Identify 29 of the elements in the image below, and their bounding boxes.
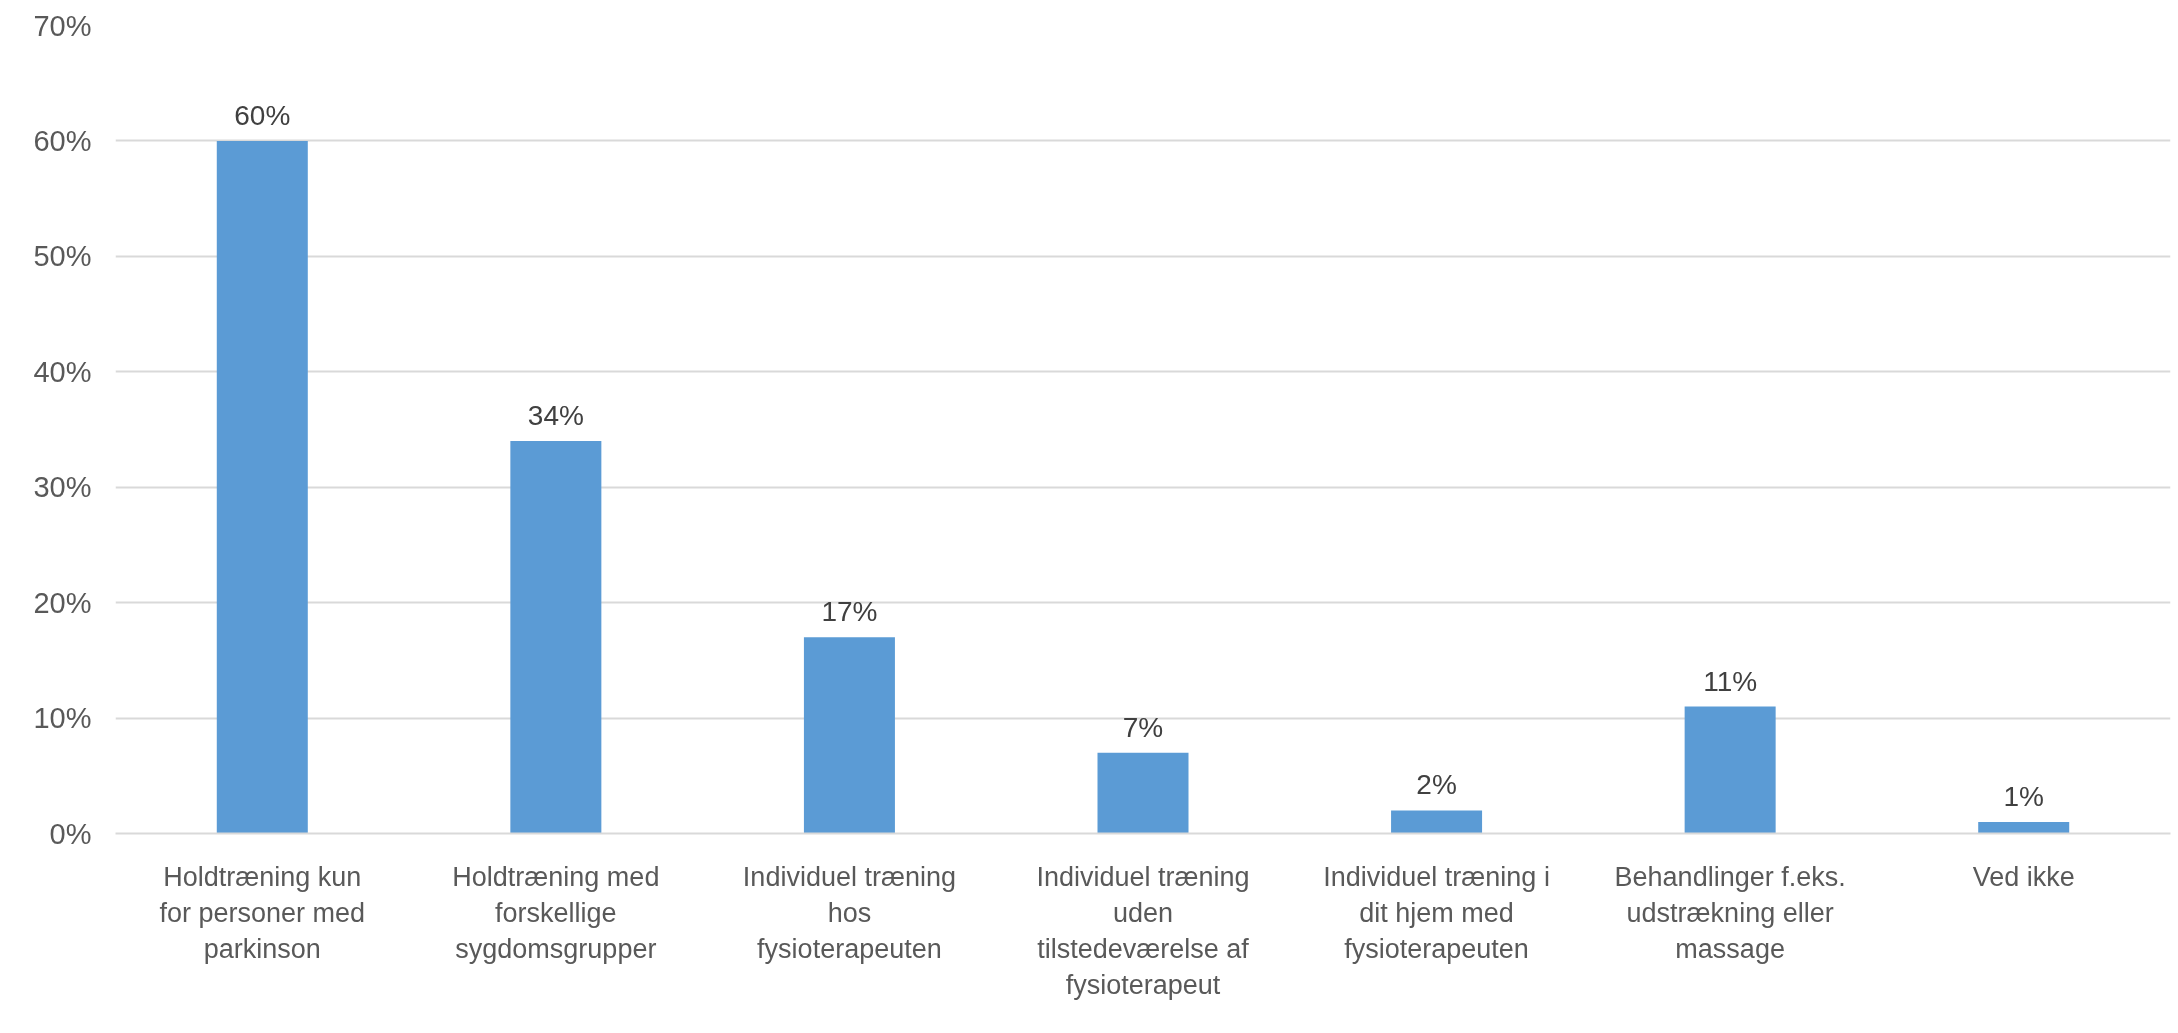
- data-label: 2%: [1416, 769, 1457, 801]
- bar: [1684, 706, 1776, 834]
- y-tick-label: 40%: [33, 355, 92, 388]
- data-label: 17%: [821, 596, 878, 628]
- x-tick-label: Holdtræning kun for personer med parkinson: [159, 861, 366, 964]
- data-label: 1%: [2003, 780, 2044, 812]
- y-tick-label: 60%: [33, 124, 92, 157]
- x-tick-label: Individuel træning uden tilstedeværelse af fysioterapeut: [1036, 861, 1250, 1000]
- x-tick-label: Individuel træning hos fysioterapeuten: [742, 861, 957, 964]
- data-label: 7%: [1122, 711, 1164, 743]
- data-label: 11%: [1703, 665, 1758, 697]
- x-tick-label: Individuel træning i dit hjem med fysioterapeuten: [1323, 861, 1550, 964]
- data-label: 34%: [527, 400, 584, 432]
- y-tick-label: 10%: [33, 702, 92, 735]
- y-tick-label: 30%: [33, 471, 92, 504]
- bar: [1097, 752, 1189, 834]
- y-tick-label: 20%: [33, 586, 92, 619]
- data-label: 60%: [234, 99, 291, 131]
- y-tick-label: 50%: [33, 240, 92, 273]
- y-tick-label: 0%: [49, 817, 92, 850]
- x-tick-label: Ved ikke: [1972, 861, 2075, 892]
- y-tick-label: 70%: [33, 9, 92, 42]
- x-tick-label: Holdtræning med forskellige sygdomsgrupper: [452, 861, 660, 964]
- bar: [1391, 810, 1483, 834]
- bar: [803, 637, 895, 834]
- bar: [510, 441, 602, 834]
- bar: [1978, 821, 2070, 834]
- bar: [216, 140, 308, 834]
- x-tick-label: Behandlinger f.eks. udstrækning eller massage: [1614, 861, 1846, 964]
